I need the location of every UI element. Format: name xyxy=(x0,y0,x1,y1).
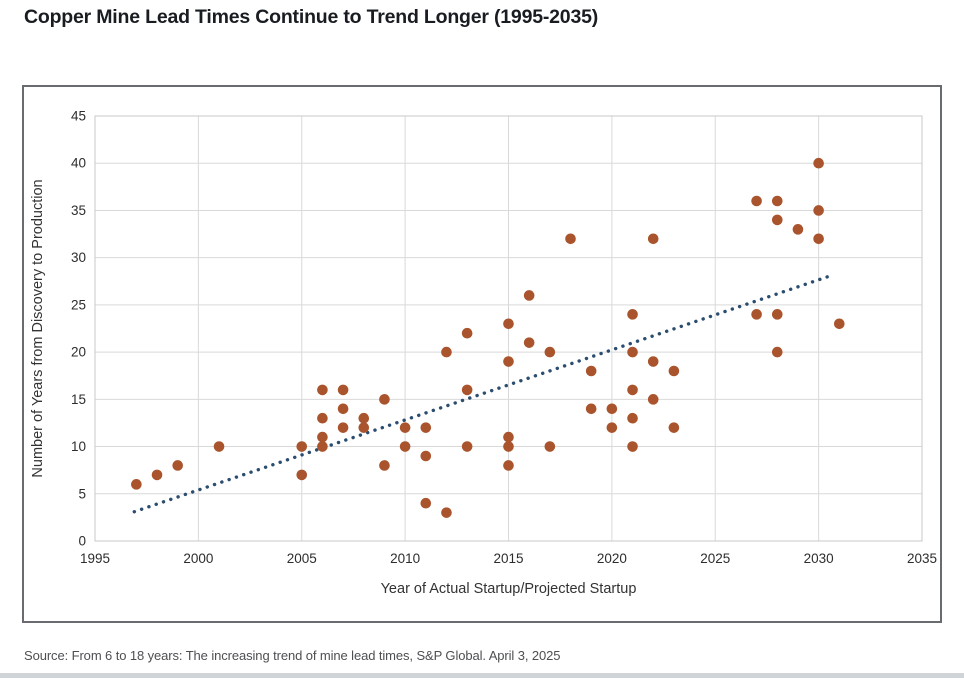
data-point xyxy=(296,441,308,452)
data-point xyxy=(503,431,514,443)
svg-text:25: 25 xyxy=(71,297,86,312)
source-note: Source: From 6 to 18 years: The increasi… xyxy=(24,648,561,663)
trend-line xyxy=(132,273,833,514)
data-point xyxy=(647,356,659,367)
data-point xyxy=(379,460,390,471)
svg-text:15: 15 xyxy=(71,392,86,407)
data-point xyxy=(503,318,514,330)
data-point xyxy=(461,384,473,396)
svg-text:40: 40 xyxy=(71,156,86,171)
y-axis-tick-labels: 0 5 10 15 20 25 30 35 40 45 xyxy=(71,109,86,549)
svg-text:5: 5 xyxy=(78,486,86,501)
data-point xyxy=(379,394,390,405)
data-point xyxy=(544,346,556,358)
data-point xyxy=(813,205,824,216)
data-point xyxy=(337,422,349,433)
svg-text:2020: 2020 xyxy=(597,551,627,566)
data-point xyxy=(565,233,576,245)
data-point xyxy=(358,412,370,424)
data-point xyxy=(337,403,349,415)
data-point xyxy=(627,346,638,358)
data-point xyxy=(834,318,845,330)
data-point xyxy=(771,214,783,226)
svg-text:30: 30 xyxy=(71,250,86,265)
data-point xyxy=(606,422,618,433)
chart-title: Copper Mine Lead Times Continue to Trend… xyxy=(24,6,599,28)
data-point xyxy=(771,309,783,320)
data-point xyxy=(668,422,680,433)
data-point xyxy=(420,497,432,509)
data-point xyxy=(627,412,638,424)
data-point xyxy=(544,441,556,452)
svg-text:2030: 2030 xyxy=(804,551,834,566)
data-point xyxy=(751,309,762,320)
data-point xyxy=(606,403,618,415)
data-point xyxy=(151,469,163,481)
y-axis-title: Number of Years from Discovery to Produc… xyxy=(30,179,46,477)
data-point xyxy=(420,450,432,462)
data-point xyxy=(399,422,411,433)
svg-text:20: 20 xyxy=(71,345,86,360)
data-point xyxy=(441,507,452,518)
data-point xyxy=(461,441,473,452)
data-point xyxy=(420,422,432,433)
data-point xyxy=(627,384,638,396)
data-point xyxy=(503,460,514,471)
data-point xyxy=(585,403,597,415)
x-axis-title: Year of Actual Startup/Projected Startup xyxy=(381,581,637,597)
svg-text:2010: 2010 xyxy=(390,551,420,566)
data-point xyxy=(399,441,411,452)
data-point xyxy=(317,412,328,424)
svg-text:2035: 2035 xyxy=(907,551,937,566)
data-point xyxy=(771,346,783,358)
svg-text:1995: 1995 xyxy=(80,551,110,566)
data-point xyxy=(131,479,142,490)
data-point xyxy=(317,431,328,443)
data-point xyxy=(627,309,638,320)
data-point xyxy=(503,441,514,452)
data-point xyxy=(751,195,762,207)
svg-text:45: 45 xyxy=(71,109,86,124)
data-point xyxy=(441,346,452,358)
data-point xyxy=(503,356,514,367)
data-point xyxy=(647,394,659,405)
bottom-edge-divider xyxy=(0,673,964,678)
data-point xyxy=(792,224,804,235)
data-point xyxy=(358,422,370,433)
data-point xyxy=(627,441,638,452)
data-point xyxy=(813,233,824,245)
data-point xyxy=(172,460,183,471)
data-point xyxy=(668,365,680,377)
svg-text:2000: 2000 xyxy=(183,551,213,566)
data-points xyxy=(131,157,845,518)
data-point xyxy=(813,157,824,169)
data-point xyxy=(317,384,328,396)
svg-text:10: 10 xyxy=(71,439,86,454)
data-point xyxy=(647,233,659,245)
data-point xyxy=(317,441,328,452)
data-point xyxy=(523,337,535,348)
data-point xyxy=(461,327,473,339)
data-point xyxy=(296,469,308,481)
x-axis-tick-labels: 1995 2000 2005 2010 2015 2020 2025 2030 2035 xyxy=(80,551,937,566)
svg-text:2005: 2005 xyxy=(287,551,317,566)
svg-text:2015: 2015 xyxy=(493,551,523,566)
chart-container: 0 5 10 15 20 25 30 35 40 45 1995 2000 2005 2010 2015 20… xyxy=(22,85,942,623)
svg-text:0: 0 xyxy=(78,534,86,549)
plot-border xyxy=(94,115,923,542)
data-point xyxy=(213,441,225,452)
data-point xyxy=(337,384,349,396)
svg-text:35: 35 xyxy=(71,203,86,218)
data-point xyxy=(523,290,535,301)
data-point xyxy=(771,195,783,207)
svg-text:2025: 2025 xyxy=(700,551,730,566)
data-point xyxy=(585,365,597,377)
